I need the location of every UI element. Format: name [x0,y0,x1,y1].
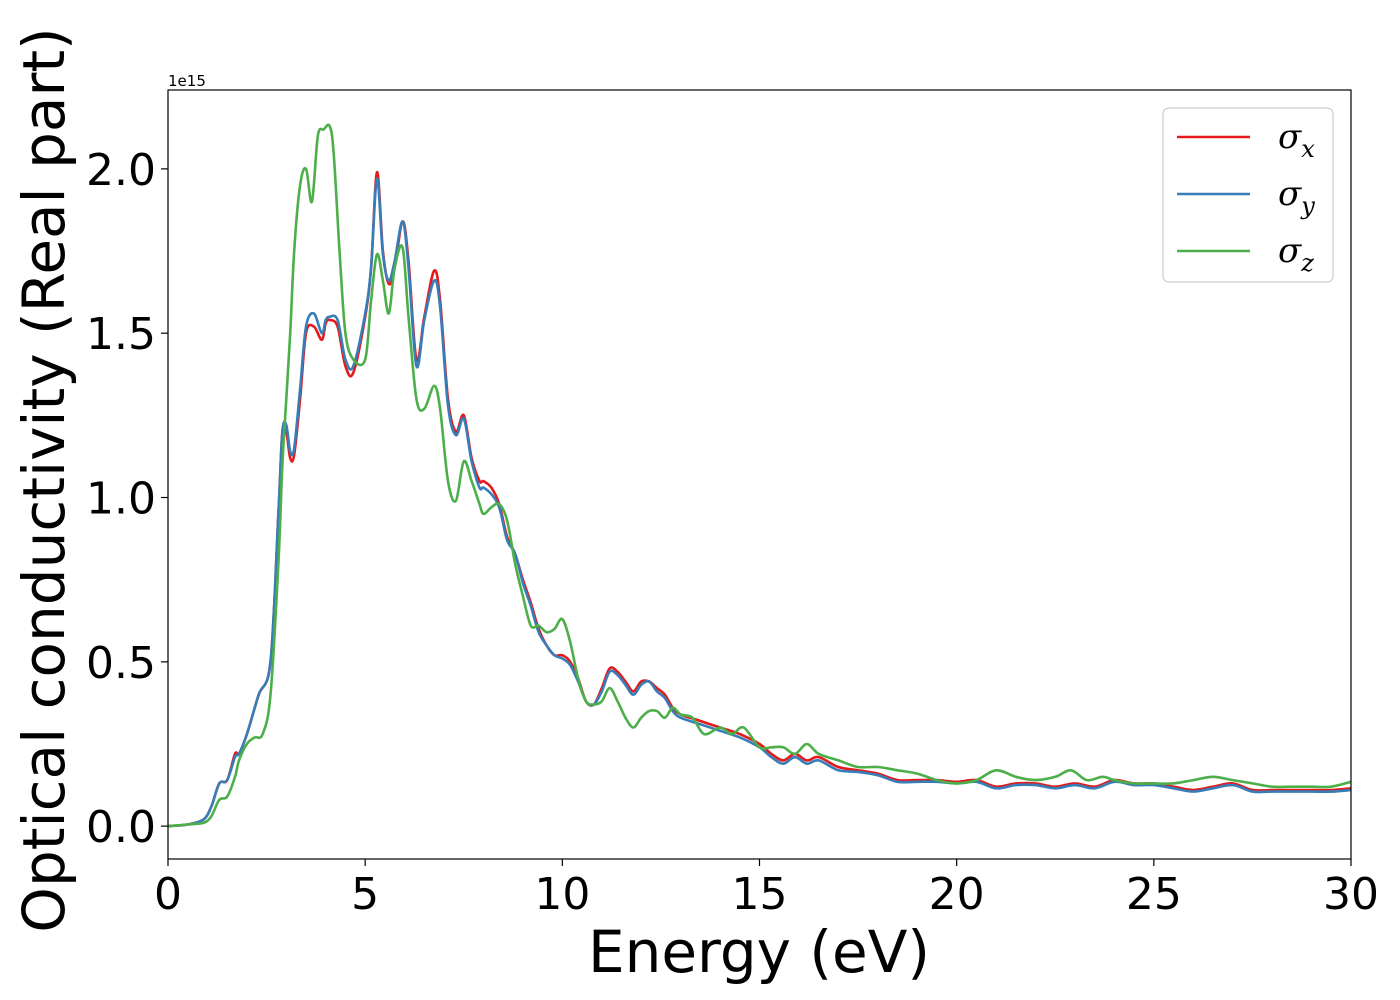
x-tick-label: 20 [929,869,985,920]
x-tick-label: 10 [534,869,590,920]
x-tick-label: 15 [732,869,788,920]
x-tick-label: 25 [1126,869,1182,920]
y-tick-label: 0.5 [86,638,156,689]
x-tick-label: 30 [1323,869,1379,920]
y-axis-title: Optical conductivity (Real part) [10,27,78,932]
x-axis-title: Energy (eV) [588,918,930,986]
y-tick-label: 1.5 [86,309,156,360]
legend-items: σx σy σz [1177,117,1315,277]
legend-label-x: σx [1278,117,1315,163]
legend-label-y: σy [1278,174,1315,220]
series-line-y [167,177,1352,828]
y-tick-label: 1.0 [86,474,156,525]
x-axis-ticks: 0 5 10 15 20 25 30 [154,859,1379,920]
x-tick-label: 0 [154,869,182,920]
legend: σx σy σz [1162,107,1334,283]
y-tick-label: 0.0 [86,802,156,853]
legend-label-z: σz [1278,231,1314,277]
y-axis-ticks: 0.0 0.5 1.0 1.5 2.0 [86,145,168,853]
y-tick-label: 2.0 [86,145,156,196]
series-layer [167,123,1352,828]
x-tick-label: 5 [351,869,379,920]
series-line-z [167,123,1352,828]
y-offset-label: 1e15 [168,72,206,90]
